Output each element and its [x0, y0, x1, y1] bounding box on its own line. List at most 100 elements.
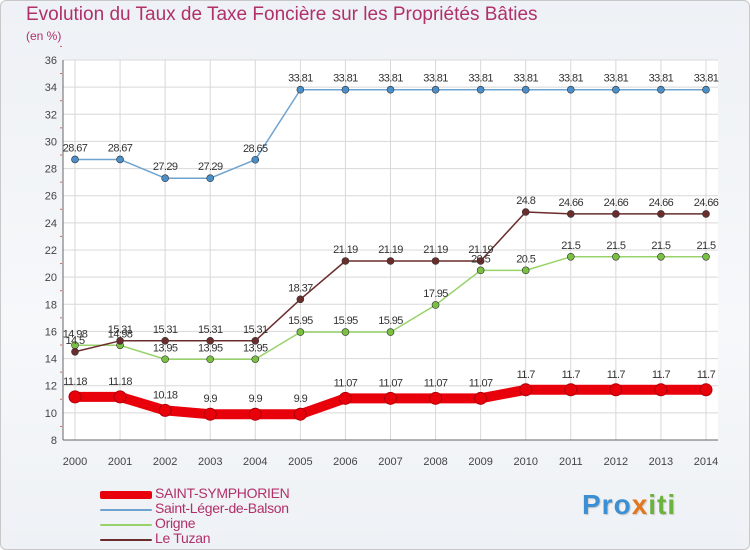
data-label-saint-symphorien: 11.7	[652, 369, 671, 381]
point-origne	[702, 252, 710, 261]
data-label-origne: 21.5	[606, 240, 625, 252]
point-origne	[386, 328, 395, 336]
point-origne	[476, 266, 485, 275]
x-tick-label: 2006	[333, 456, 357, 468]
data-label-saint-leger-de-balson: 28.67	[63, 142, 88, 154]
unit-label: (en %)	[26, 29, 62, 43]
data-label-le-tuzan: 15.31	[198, 324, 223, 336]
point-le-tuzan	[341, 257, 350, 265]
point-saint-leger-de-balson	[521, 85, 530, 94]
point-origne	[431, 301, 440, 309]
x-tick-label: 2003	[198, 456, 222, 468]
proxiti-logo: Proxiti	[582, 489, 677, 520]
data-label-le-tuzan: 24.66	[559, 197, 584, 209]
point-saint-symphorien	[158, 403, 172, 417]
data-label-saint-leger-de-balson: 28.67	[108, 142, 133, 154]
point-le-tuzan	[206, 336, 215, 345]
data-label-saint-symphorien: 11.18	[108, 376, 132, 388]
point-origne	[612, 252, 620, 261]
point-saint-symphorien	[609, 383, 623, 397]
y-tick-label: 20	[45, 272, 57, 284]
data-label-le-tuzan: 21.19	[468, 244, 493, 256]
data-label-le-tuzan: 15.31	[243, 324, 268, 336]
legend-label-saint-symphorien: SAINT-SYMPHORIEN	[155, 485, 290, 501]
point-origne	[296, 328, 305, 336]
data-label-origne: 13.95	[198, 342, 223, 354]
point-saint-symphorien	[474, 391, 488, 405]
y-tick-label: 36	[45, 55, 57, 67]
data-label-le-tuzan: 15.31	[153, 324, 178, 336]
point-origne	[251, 355, 260, 364]
data-label-origne: 21.5	[561, 240, 580, 252]
grid	[63, 59, 718, 441]
x-tick-label: 2002	[153, 456, 177, 468]
y-tick-label: 26	[45, 191, 57, 203]
data-label-saint-symphorien: 9.9	[249, 393, 263, 405]
y-tick-label: 18	[45, 299, 57, 311]
point-saint-leger-de-balson	[206, 174, 215, 183]
legend-item-saint-symphorien: SAINT-SYMPHORIEN	[100, 485, 360, 502]
point-saint-leger-de-balson	[702, 85, 710, 94]
y-tick-label: 12	[45, 381, 57, 393]
point-origne	[161, 355, 169, 364]
data-label-saint-leger-de-balson: 33.81	[378, 73, 403, 85]
x-tick-label: 2013	[649, 456, 673, 468]
x-tick-label: 2000	[63, 456, 87, 468]
data-label-le-tuzan: 24.66	[694, 197, 719, 209]
legend-swatch-saint-leger-de-balson	[100, 509, 152, 511]
point-le-tuzan	[612, 210, 620, 218]
point-origne	[341, 328, 350, 336]
point-le-tuzan	[116, 336, 124, 345]
point-saint-leger-de-balson	[296, 85, 305, 94]
data-label-le-tuzan: 18.37	[288, 282, 313, 294]
legend-label-saint-leger-de-balson: Saint-Léger-de-Balson	[155, 500, 289, 516]
y-tick-label: 30	[45, 136, 57, 148]
data-label-saint-symphorien: 11.07	[379, 377, 403, 389]
data-label-origne: 20.5	[516, 253, 535, 265]
point-saint-symphorien	[203, 407, 217, 421]
series-lines	[68, 85, 713, 421]
data-label-saint-leger-de-balson: 33.81	[513, 73, 538, 85]
data-label-saint-symphorien: 11.7	[697, 369, 716, 381]
legend-swatch-le-tuzan	[100, 539, 152, 541]
data-label-le-tuzan: 24.66	[649, 197, 674, 209]
x-tick-label: 2001	[108, 456, 132, 468]
point-le-tuzan	[431, 257, 440, 265]
point-saint-symphorien	[429, 391, 443, 405]
x-tick-label: 2014	[694, 456, 718, 468]
y-tick-label: 34	[45, 82, 57, 94]
point-saint-symphorien	[519, 383, 533, 397]
data-label-saint-leger-de-balson: 33.81	[333, 73, 358, 85]
data-label-saint-symphorien: 11.7	[607, 369, 626, 381]
data-label-saint-symphorien: 11.07	[469, 377, 493, 389]
data-label-le-tuzan: 21.19	[378, 244, 403, 256]
data-label-saint-symphorien: 11.07	[424, 377, 448, 389]
point-le-tuzan	[386, 257, 395, 265]
legend-item-origne: Origne	[100, 515, 360, 532]
data-label-le-tuzan: 15.31	[108, 324, 133, 336]
data-label-origne: 20.5	[471, 253, 490, 265]
data-label-saint-symphorien: 11.18	[63, 376, 87, 388]
point-le-tuzan	[566, 210, 575, 218]
legend-item-le-tuzan: Le Tuzan	[100, 530, 360, 547]
point-le-tuzan	[71, 347, 79, 356]
data-label-origne: 14.98	[108, 328, 133, 340]
point-saint-leger-de-balson	[161, 174, 169, 183]
data-label-origne: 15.95	[333, 315, 358, 327]
data-label-saint-symphorien: 9.9	[203, 393, 217, 405]
x-tick-label: 2005	[288, 456, 312, 468]
y-tick-label: 8	[51, 435, 57, 447]
data-label-saint-leger-de-balson: 33.81	[649, 73, 674, 85]
point-saint-leger-de-balson	[657, 85, 665, 94]
x-tick-label: 2010	[513, 456, 537, 468]
data-label-origne: 15.95	[378, 315, 403, 327]
data-label-saint-symphorien: 11.07	[334, 377, 358, 389]
data-label-saint-leger-de-balson: 28.65	[243, 143, 268, 155]
data-label-le-tuzan: 24.66	[604, 197, 629, 209]
data-label-saint-leger-de-balson: 33.81	[468, 73, 493, 85]
point-saint-leger-de-balson	[386, 85, 395, 94]
point-saint-leger-de-balson	[251, 155, 260, 164]
point-saint-leger-de-balson	[612, 85, 620, 94]
point-saint-symphorien	[654, 383, 668, 397]
